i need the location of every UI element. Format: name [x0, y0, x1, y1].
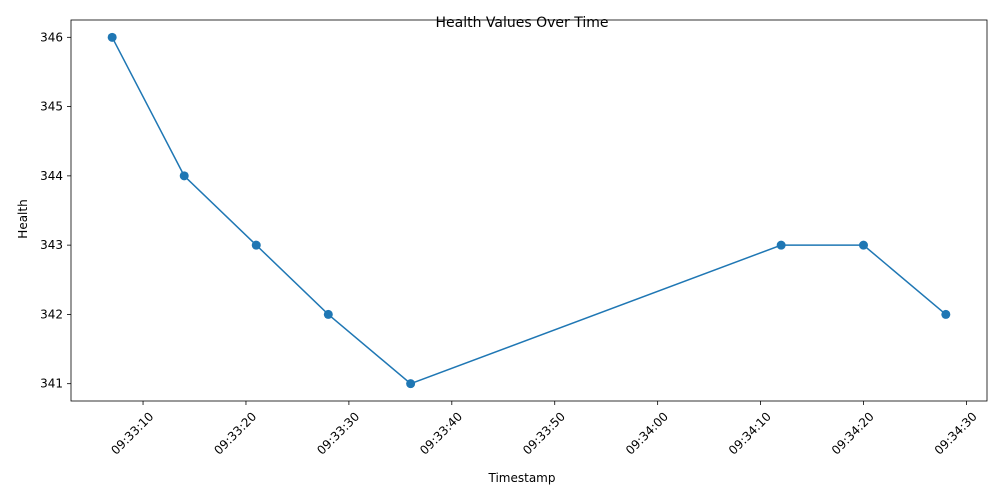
plot-frame — [70, 19, 988, 402]
series-layer — [107, 32, 951, 389]
plot-area — [70, 19, 988, 402]
y-axis-label: Health — [16, 199, 30, 238]
series-line — [111, 36, 947, 385]
data-point — [776, 240, 786, 250]
y-tick-label: 343 — [40, 238, 63, 252]
y-tick-label: 344 — [40, 169, 63, 183]
data-point — [858, 240, 868, 250]
x-axis-label: Timestamp — [488, 471, 556, 485]
y-tick-label: 345 — [40, 100, 63, 114]
data-point — [941, 309, 951, 319]
chart-title: Health Values Over Time — [436, 15, 609, 31]
y-axis-ticks: 341 342 343 344 345 346 — [40, 30, 71, 391]
data-point — [251, 240, 261, 250]
y-tick-label: 342 — [40, 307, 63, 321]
data-point — [179, 171, 189, 181]
data-point — [406, 379, 416, 389]
y-tick-label: 346 — [40, 30, 63, 44]
y-tick-label: 341 — [40, 377, 63, 391]
data-point — [323, 309, 333, 319]
data-point — [107, 32, 117, 42]
